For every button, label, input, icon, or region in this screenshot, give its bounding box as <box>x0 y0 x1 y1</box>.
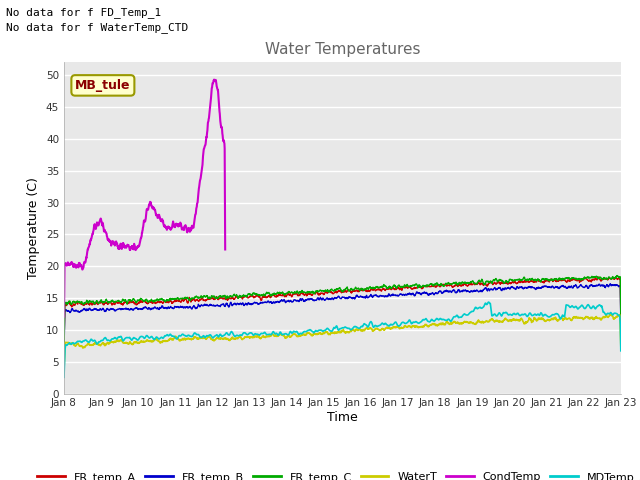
FR_temp_A <box>504 281 512 287</box>
MDTemp_A <box>358 324 366 330</box>
WaterT <box>216 336 223 341</box>
MDTemp_A <box>504 312 512 318</box>
WaterT <box>607 311 614 317</box>
FR_temp_B <box>617 320 625 325</box>
WaterT <box>358 328 366 334</box>
CondTemp <box>60 314 68 320</box>
CondTemp <box>216 106 223 112</box>
WaterT <box>583 314 591 320</box>
FR_temp_A <box>617 314 625 320</box>
FR_temp_A <box>358 288 366 294</box>
FR_temp_C <box>371 286 378 291</box>
Legend: FR_temp_A, FR_temp_B, FR_temp_C, WaterT, CondTemp, MDTemp_A: FR_temp_A, FR_temp_B, FR_temp_C, WaterT,… <box>33 468 640 480</box>
Text: No data for f WaterTemp_CTD: No data for f WaterTemp_CTD <box>6 22 189 33</box>
FR_temp_C <box>613 273 621 278</box>
FR_temp_B <box>371 292 378 298</box>
FR_temp_C <box>568 276 575 282</box>
WaterT <box>60 366 68 372</box>
FR_temp_B <box>358 294 366 300</box>
WaterT <box>504 318 512 324</box>
MDTemp_A <box>60 374 68 380</box>
FR_temp_C <box>358 286 366 291</box>
FR_temp_B <box>606 281 614 287</box>
Text: MB_tule: MB_tule <box>75 79 131 92</box>
Line: MDTemp_A: MDTemp_A <box>64 302 621 377</box>
FR_temp_A <box>568 277 575 283</box>
Title: Water Temperatures: Water Temperatures <box>265 42 420 57</box>
FR_temp_B <box>583 283 591 289</box>
FR_temp_C <box>583 275 591 280</box>
Text: No data for f FD_Temp_1: No data for f FD_Temp_1 <box>6 7 162 18</box>
MDTemp_A <box>216 333 223 339</box>
MDTemp_A <box>371 324 378 329</box>
MDTemp_A <box>584 302 591 308</box>
Line: CondTemp: CondTemp <box>64 80 225 317</box>
FR_temp_C <box>617 314 625 320</box>
MDTemp_A <box>568 303 575 309</box>
FR_temp_B <box>504 285 512 291</box>
FR_temp_C <box>504 279 512 285</box>
WaterT <box>568 318 575 324</box>
Line: WaterT: WaterT <box>64 314 621 369</box>
FR_temp_C <box>216 293 223 299</box>
WaterT <box>371 327 378 333</box>
Y-axis label: Temperature (C): Temperature (C) <box>28 177 40 279</box>
FR_temp_B <box>568 283 575 289</box>
FR_temp_A <box>583 276 591 282</box>
FR_temp_B <box>216 303 223 309</box>
FR_temp_A <box>216 296 223 301</box>
MDTemp_A <box>484 299 492 305</box>
FR_temp_A <box>595 274 602 280</box>
FR_temp_C <box>60 346 68 352</box>
WaterT <box>617 343 625 348</box>
FR_temp_A <box>371 287 378 292</box>
MDTemp_A <box>617 348 625 354</box>
Line: FR_temp_A: FR_temp_A <box>64 277 621 349</box>
Line: FR_temp_B: FR_temp_B <box>64 284 621 353</box>
FR_temp_A <box>60 346 68 352</box>
FR_temp_B <box>60 350 68 356</box>
X-axis label: Time: Time <box>327 411 358 424</box>
Line: FR_temp_C: FR_temp_C <box>64 276 621 349</box>
